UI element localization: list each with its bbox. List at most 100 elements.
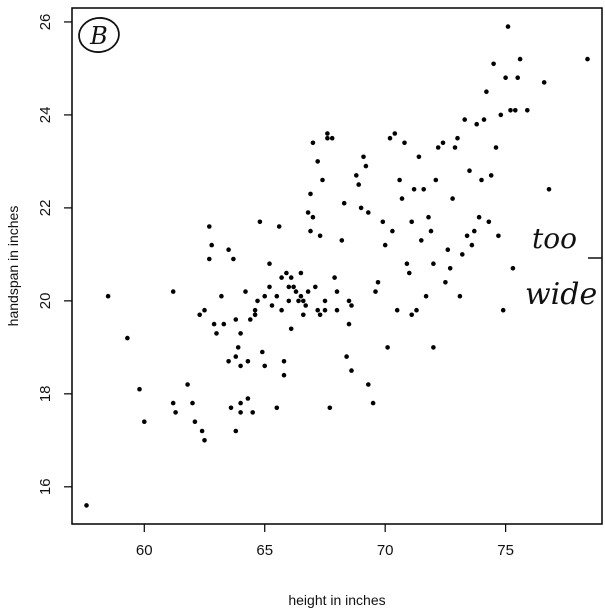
- data-point: [267, 261, 272, 267]
- data-point: [508, 108, 513, 113]
- data-point: [585, 56, 590, 62]
- data-point: [505, 24, 511, 29]
- data-point: [243, 289, 248, 294]
- data-point: [262, 293, 268, 299]
- data-point: [460, 252, 465, 257]
- data-point: [363, 163, 369, 169]
- data-point: [185, 382, 190, 387]
- data-point: [349, 303, 354, 308]
- data-point: [346, 321, 352, 327]
- data-point: [440, 140, 446, 146]
- data-point: [310, 214, 316, 220]
- data-point: [484, 89, 489, 94]
- data-point: [414, 307, 419, 313]
- data-point: [433, 177, 439, 183]
- data-point: [541, 80, 547, 85]
- data-point: [274, 405, 280, 411]
- data-point: [515, 75, 520, 80]
- data-point: [510, 266, 516, 271]
- data-point: [358, 205, 364, 211]
- data-point: [245, 396, 251, 401]
- data-point: [84, 503, 89, 508]
- data-point: [329, 135, 335, 141]
- data-point: [500, 307, 506, 313]
- data-point: [339, 238, 345, 243]
- data-point: [392, 131, 398, 136]
- data-point: [233, 354, 239, 359]
- y-axis-title: handspan in inches: [5, 206, 21, 327]
- data-point: [317, 233, 323, 239]
- data-point: [315, 159, 321, 164]
- data-point: [416, 154, 422, 160]
- data-point: [288, 326, 294, 332]
- data-points: [84, 24, 590, 508]
- data-point: [325, 131, 330, 136]
- data-point: [443, 280, 448, 285]
- data-point: [320, 177, 325, 183]
- x-axis: 60 65 70 75: [136, 524, 514, 559]
- data-point: [248, 317, 253, 322]
- y-tick-label: 26: [37, 14, 54, 31]
- plot-frame: [71, 7, 603, 525]
- data-point: [308, 191, 313, 197]
- data-point: [325, 135, 330, 141]
- data-point: [192, 419, 198, 425]
- data-point: [447, 266, 453, 271]
- data-point: [279, 307, 284, 313]
- data-point: [296, 298, 301, 304]
- data-point: [255, 298, 260, 304]
- data-point: [322, 307, 328, 313]
- data-point: [214, 331, 219, 336]
- data-point: [496, 233, 501, 239]
- data-point: [431, 345, 436, 350]
- data-point: [346, 298, 352, 304]
- data-point: [301, 312, 306, 318]
- data-point: [262, 363, 268, 369]
- data-point: [546, 187, 552, 192]
- data-point: [464, 233, 470, 239]
- data-point: [245, 359, 251, 364]
- data-point: [423, 293, 429, 299]
- data-point: [334, 307, 340, 313]
- x-tick-label: 75: [497, 542, 514, 559]
- data-point: [525, 108, 530, 113]
- data-point: [142, 419, 147, 425]
- data-point: [397, 177, 402, 183]
- data-point: [517, 56, 523, 62]
- data-point: [252, 312, 258, 318]
- data-point: [305, 210, 311, 215]
- data-point: [250, 410, 255, 415]
- data-point: [105, 293, 111, 299]
- data-point: [373, 289, 378, 294]
- data-point: [498, 112, 504, 118]
- data-point: [305, 289, 311, 294]
- data-point: [445, 247, 451, 252]
- data-point: [385, 345, 390, 350]
- data-point: [284, 270, 289, 276]
- data-point: [409, 312, 415, 318]
- data-point: [486, 219, 492, 225]
- data-point: [426, 214, 431, 220]
- data-point: [173, 410, 178, 415]
- data-point: [219, 293, 224, 299]
- y-tick-label: 22: [37, 200, 54, 217]
- data-point: [207, 256, 212, 262]
- panel-letter: B: [89, 22, 108, 50]
- panel-letter-annotation: B: [78, 17, 120, 53]
- data-point: [298, 293, 304, 299]
- data-point: [370, 400, 376, 406]
- data-point: [281, 372, 287, 378]
- data-point: [399, 196, 405, 201]
- data-point: [402, 140, 407, 146]
- data-point: [137, 386, 142, 392]
- data-point: [315, 307, 321, 313]
- data-point: [301, 298, 306, 304]
- y-axis: 16 18 20 22 24 26: [37, 14, 72, 495]
- data-point: [238, 400, 243, 406]
- data-point: [274, 293, 280, 299]
- data-point: [197, 312, 202, 318]
- data-point: [233, 428, 239, 434]
- data-point: [394, 307, 400, 313]
- data-point: [298, 270, 304, 276]
- data-point: [469, 242, 475, 248]
